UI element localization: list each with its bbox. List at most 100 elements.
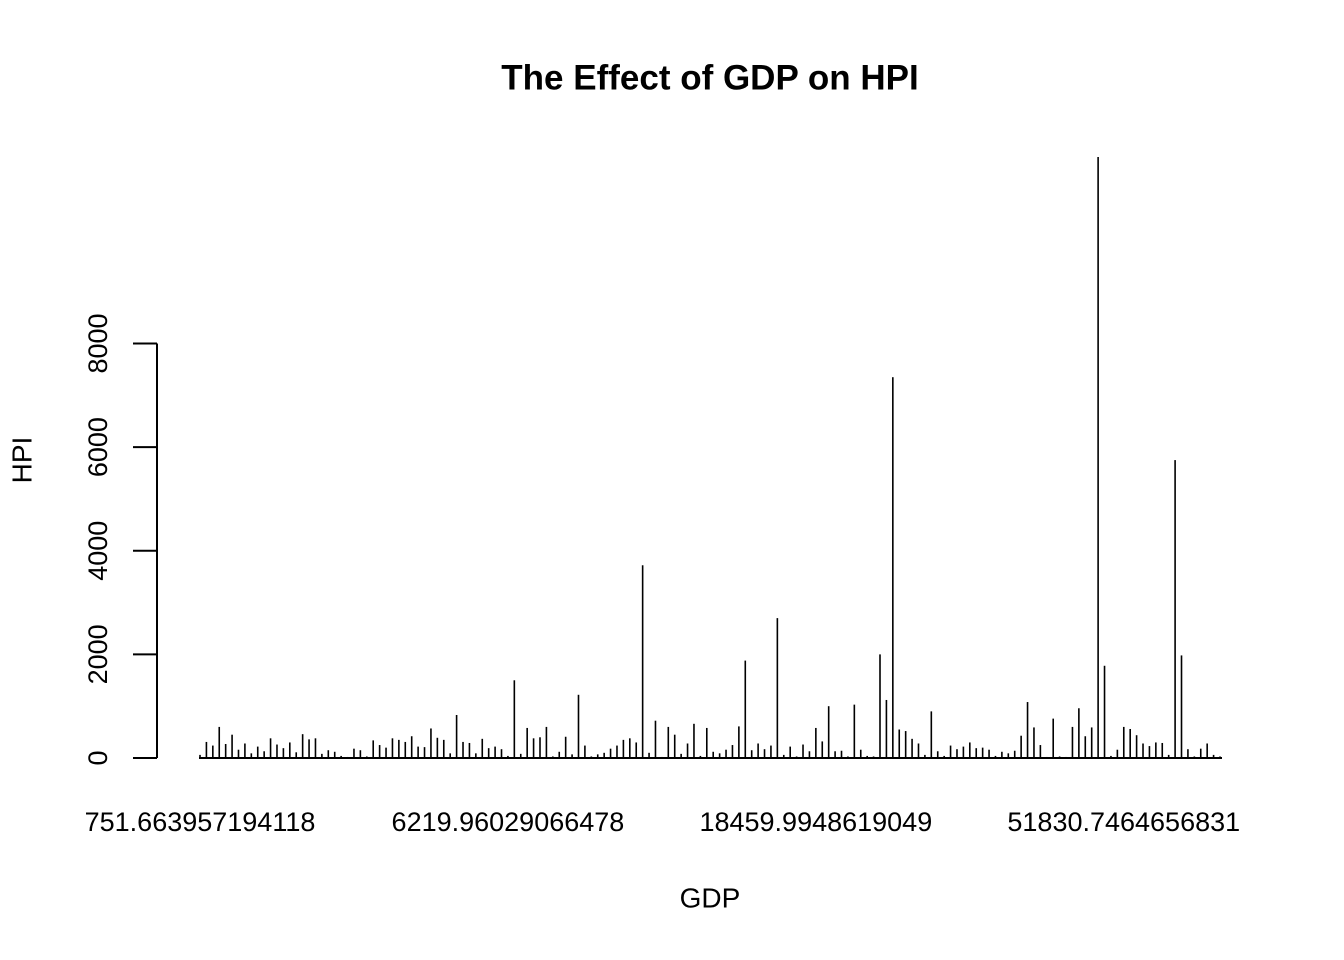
bar bbox=[1142, 743, 1144, 758]
bar bbox=[815, 727, 817, 758]
bar bbox=[616, 745, 618, 758]
bar bbox=[859, 749, 862, 758]
bar bbox=[673, 734, 676, 758]
bar bbox=[1007, 753, 1010, 758]
bar bbox=[263, 751, 265, 758]
bar bbox=[256, 746, 259, 758]
bar bbox=[378, 745, 381, 758]
bar bbox=[892, 377, 894, 758]
bar bbox=[622, 739, 625, 758]
bar bbox=[648, 752, 650, 758]
bar bbox=[231, 734, 233, 758]
bar bbox=[712, 751, 715, 758]
bar bbox=[404, 741, 407, 758]
bar bbox=[981, 747, 984, 758]
bar bbox=[500, 749, 503, 758]
bar bbox=[353, 748, 355, 758]
bar bbox=[494, 746, 496, 758]
bar bbox=[199, 754, 201, 758]
bar bbox=[1193, 756, 1196, 758]
bar bbox=[1167, 754, 1170, 758]
bar bbox=[1199, 748, 1202, 758]
bar bbox=[532, 738, 535, 758]
bar bbox=[250, 753, 253, 758]
bar bbox=[1174, 460, 1176, 758]
bar bbox=[994, 755, 997, 758]
bar bbox=[603, 752, 605, 758]
bar bbox=[1161, 742, 1164, 758]
bar bbox=[244, 743, 246, 758]
bar bbox=[898, 729, 901, 758]
bar bbox=[462, 741, 464, 758]
y-tick-label: 4000 bbox=[83, 521, 113, 581]
bar bbox=[346, 756, 349, 758]
bar bbox=[1013, 750, 1016, 758]
bar bbox=[1212, 754, 1215, 758]
bar bbox=[301, 734, 304, 758]
bar bbox=[564, 736, 567, 758]
bar bbox=[795, 756, 798, 758]
x-tick-label: 751.663957194118 bbox=[85, 807, 316, 837]
bar bbox=[962, 746, 965, 758]
bar bbox=[827, 706, 830, 758]
bar bbox=[872, 756, 875, 758]
bar bbox=[391, 738, 394, 758]
bar bbox=[988, 749, 990, 758]
bar bbox=[750, 750, 753, 758]
bar bbox=[513, 680, 516, 758]
bar bbox=[308, 739, 310, 758]
bar bbox=[237, 749, 240, 758]
bar bbox=[1148, 746, 1151, 758]
y-tick-label: 0 bbox=[83, 750, 113, 765]
bar bbox=[635, 742, 638, 758]
y-axis-title: HPI bbox=[6, 437, 37, 484]
bar bbox=[552, 756, 554, 758]
bar bbox=[629, 738, 631, 758]
bar bbox=[1155, 742, 1157, 758]
y-tick-label: 6000 bbox=[83, 417, 113, 477]
bar bbox=[1122, 726, 1125, 758]
bar bbox=[545, 726, 548, 758]
bar bbox=[276, 744, 278, 758]
bar bbox=[577, 694, 580, 758]
bar bbox=[847, 756, 849, 758]
bar bbox=[442, 739, 445, 758]
bar bbox=[776, 618, 779, 758]
bar bbox=[1026, 702, 1029, 758]
bar bbox=[686, 743, 689, 758]
bar bbox=[481, 738, 484, 758]
bar bbox=[1090, 727, 1093, 758]
bar bbox=[802, 744, 804, 758]
bar bbox=[1001, 751, 1003, 758]
bar bbox=[526, 727, 528, 758]
bar bbox=[410, 736, 413, 758]
bar bbox=[218, 726, 221, 758]
bar bbox=[417, 746, 419, 758]
bar bbox=[475, 753, 477, 758]
bar bbox=[789, 746, 791, 758]
bar bbox=[584, 745, 586, 758]
bar bbox=[269, 738, 272, 758]
bar bbox=[596, 754, 599, 758]
bar bbox=[314, 738, 317, 758]
bar bbox=[1045, 756, 1048, 758]
bar bbox=[327, 750, 330, 758]
bar bbox=[821, 741, 824, 758]
bar bbox=[879, 654, 881, 758]
bar bbox=[558, 751, 561, 758]
bar bbox=[468, 742, 471, 758]
bar bbox=[571, 754, 573, 758]
bar bbox=[885, 699, 888, 758]
bar bbox=[930, 711, 933, 758]
y-tick-label: 2000 bbox=[83, 624, 113, 684]
bar bbox=[539, 737, 541, 758]
bar bbox=[641, 565, 644, 758]
x-tick-label: 18459.9948619049 bbox=[699, 807, 932, 837]
bar bbox=[738, 726, 740, 758]
bar bbox=[1110, 755, 1112, 758]
bar bbox=[224, 744, 227, 758]
bar bbox=[430, 728, 432, 758]
bar bbox=[372, 740, 375, 758]
chart-title: The Effect of GDP on HPI bbox=[501, 58, 918, 97]
